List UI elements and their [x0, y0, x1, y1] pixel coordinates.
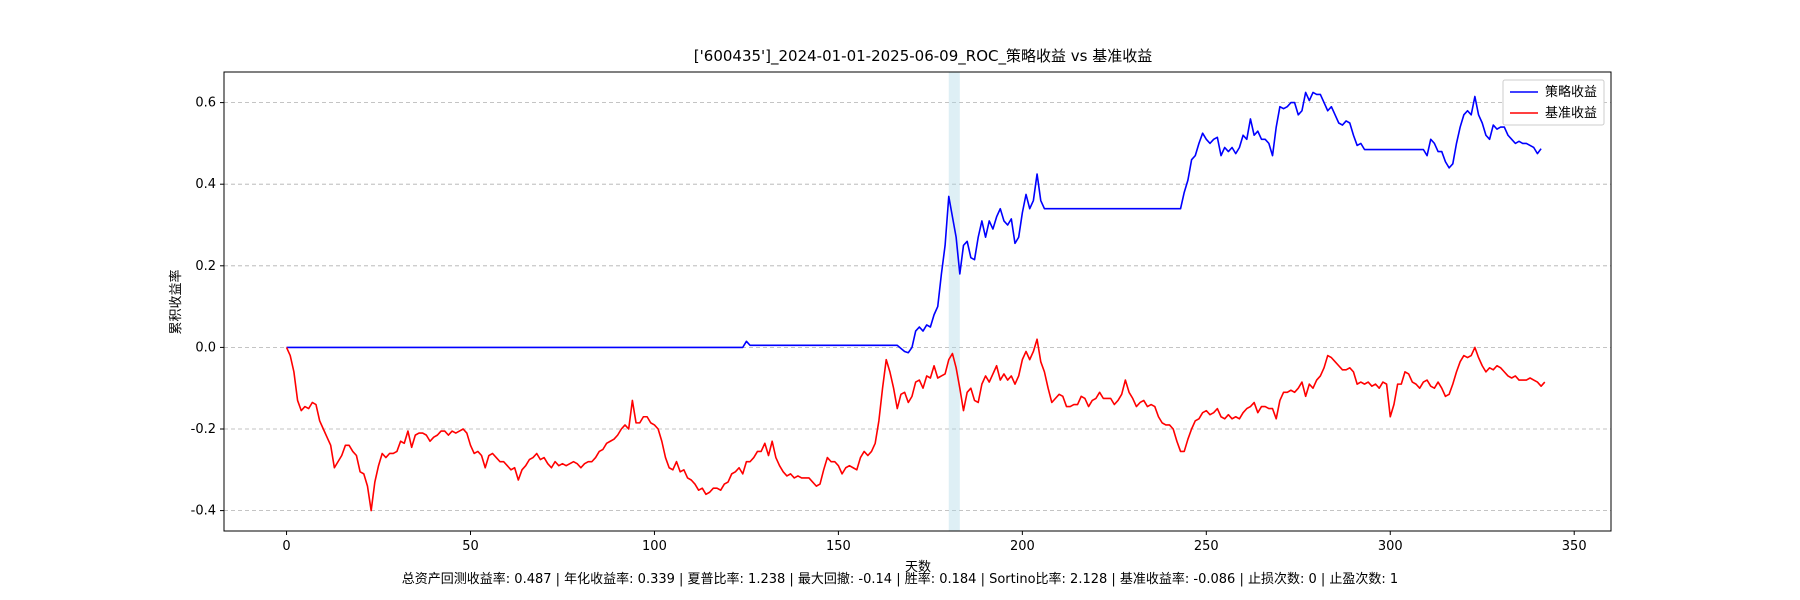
- legend-label-strategy: 策略收益: [1545, 84, 1597, 100]
- gridlines: [224, 102, 1611, 512]
- highlight-span: [948, 72, 960, 531]
- y-tick-label: 0.4: [195, 177, 216, 192]
- series-line-benchmark: [285, 338, 1546, 512]
- x-tick-label: 250: [1194, 539, 1219, 554]
- x-tick-label: 150: [826, 539, 851, 554]
- chart-title: ['600435']_2024-01-01-2025-06-09_ROC_策略收…: [694, 47, 1152, 66]
- y-tick-label: 0.2: [195, 259, 216, 274]
- x-tick-label: 100: [642, 539, 667, 554]
- x-tick-label: 0: [282, 539, 290, 554]
- backtest-summary: 总资产回测收益率: 0.487 | 年化收益率: 0.339 | 夏普比率: 1…: [401, 572, 1399, 587]
- x-tick-label: 200: [1010, 539, 1035, 554]
- y-tick-label: -0.4: [191, 504, 216, 519]
- x-axis: 0 50 100 150 200 250 300 350: [282, 531, 1587, 554]
- y-tick-label: 0.0: [195, 340, 216, 355]
- plot-area-frame: [223, 71, 1612, 532]
- y-axis-label: 累积收益率: [168, 269, 184, 334]
- series-lines: [285, 91, 1546, 512]
- series-line-strategy: [286, 91, 1542, 354]
- y-tick-label: 0.6: [195, 96, 216, 111]
- x-tick-label: 300: [1378, 539, 1403, 554]
- y-axis: -0.4 -0.2 0.0 0.2 0.4 0.6: [191, 96, 224, 519]
- legend: 策略收益 基准收益: [1502, 79, 1605, 126]
- y-tick-label: -0.2: [191, 422, 216, 437]
- legend-label-benchmark: 基准收益: [1545, 106, 1597, 121]
- x-tick-label: 350: [1562, 539, 1587, 554]
- x-tick-label: 50: [462, 539, 479, 554]
- x-axis-label: 天数: [905, 560, 931, 575]
